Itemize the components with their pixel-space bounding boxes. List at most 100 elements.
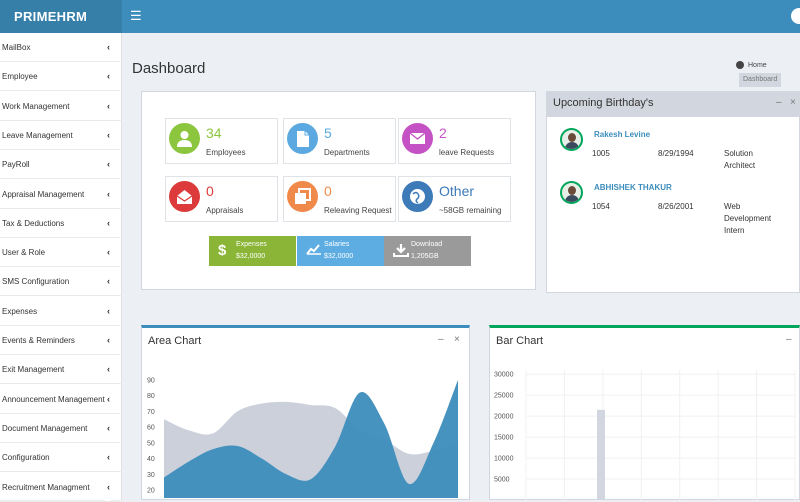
birthday-header: Upcoming Birthday's – ×	[547, 92, 799, 117]
stats-panel: 34 Employees 5 Departments 2 leave Requests 0 A…	[141, 91, 536, 290]
role-line: Intern	[724, 226, 745, 235]
stat-label: ~58GB remaining	[439, 206, 502, 215]
stat-card[interactable]: Other ~58GB remaining	[398, 176, 511, 222]
sidebar-item[interactable]: Recruitment Managment ‹	[0, 472, 122, 502]
chevron-left-icon: ‹	[105, 413, 110, 442]
sidebar-item[interactable]: Configuration ‹	[0, 443, 122, 473]
person-id: 1005	[592, 149, 610, 158]
sidebar-item[interactable]: Exit Management ‹	[0, 355, 122, 385]
chevron-left-icon: ‹	[105, 33, 110, 61]
birthday-title: Upcoming Birthday's	[553, 97, 654, 109]
avatar	[560, 128, 583, 151]
summary-title: Salaries	[324, 241, 350, 248]
stat-card[interactable]: 2 leave Requests	[398, 118, 511, 164]
sidebar-item-label: Leave Management	[2, 130, 73, 140]
area-chart: 90 80 70 60 50 40 30 20	[147, 377, 458, 498]
chevron-left-icon: ‹	[105, 267, 110, 296]
y-tick-label: 10000	[494, 456, 514, 463]
role-line: Solution	[724, 149, 753, 158]
y-tick-label: 40	[147, 456, 155, 463]
summary-expenses-button[interactable]: $ Expenses $32,0000	[209, 236, 296, 266]
chevron-left-icon: ‹	[105, 355, 110, 384]
area-chart-title: Area Chart	[148, 335, 202, 347]
user-icon	[169, 123, 200, 154]
bar-chart-panel: Bar Chart – 30000 25000 20000 15000 10000 500…	[489, 325, 800, 500]
summary-value: $32,0000	[324, 253, 354, 260]
sidebar-item-label: Events & Reminders	[2, 336, 75, 345]
summary-title: Expenses	[236, 241, 267, 248]
chevron-left-icon: ‹	[105, 179, 110, 208]
sidebar-item[interactable]: Leave Management ‹	[0, 120, 122, 150]
role-line: Web	[724, 202, 741, 211]
sidebar-item[interactable]: Employee ‹	[0, 62, 122, 92]
breadcrumb-home[interactable]: Home	[748, 62, 767, 69]
user-menu-icon[interactable]	[791, 8, 800, 24]
sidebar-item[interactable]: Events & Reminders ‹	[0, 326, 122, 355]
chevron-left-icon: ‹	[105, 443, 110, 472]
minimize-icon[interactable]: –	[786, 334, 792, 345]
avatar-body	[565, 142, 579, 149]
sidebar-item[interactable]: Document Management ‹	[0, 413, 122, 443]
stat-label: leave Requests	[439, 148, 495, 157]
close-icon[interactable]: ×	[454, 334, 460, 345]
person-name[interactable]: ABHISHEK THAKUR	[594, 183, 672, 192]
sidebar-item-label: Configuration	[2, 453, 50, 463]
avatar-face	[568, 186, 576, 195]
sidebar-item[interactable]: Work Management ‹	[0, 91, 122, 121]
y-tick-label: 30	[147, 472, 155, 479]
sidebar-item-label: SMS Configuration	[2, 277, 70, 287]
y-tick-label: 20000	[494, 414, 514, 421]
sidebar: MailBox ‹ Employee ‹ Work Management ‹ Leave M…	[0, 33, 122, 502]
chevron-left-icon: ‹	[105, 62, 110, 91]
sidebar-item[interactable]: Appraisal Management ‹	[0, 179, 122, 209]
minimize-icon[interactable]: –	[438, 334, 444, 345]
y-tick-label: 70	[147, 409, 155, 416]
summary-value: 1,205GB	[411, 253, 439, 260]
stat-label: Releaving Request	[324, 206, 392, 215]
hamburger-icon[interactable]: ☰	[130, 8, 142, 23]
sidebar-item[interactable]: Announcement Management ‹	[0, 384, 122, 414]
y-tick-label: 60	[147, 425, 155, 432]
person-name[interactable]: Rakesh Levine	[594, 130, 651, 139]
summary-download-button[interactable]: Download 1,205GB	[384, 236, 471, 266]
area-chart-panel: Area Chart – × 90 80 70 60 50 40 30 20	[141, 325, 470, 500]
chevron-left-icon: ‹	[105, 326, 110, 354]
sidebar-item-label: Recruitment Managment	[2, 482, 90, 492]
stat-card[interactable]: 0 Releaving Request	[283, 176, 396, 222]
person-role: Web Development Intern	[724, 201, 771, 237]
sidebar-item-label: Document Management	[2, 423, 88, 433]
minimize-icon[interactable]: –	[776, 97, 782, 108]
breadcrumb: Home Dashboard	[736, 59, 800, 87]
sidebar-item[interactable]: SMS Configuration ‹	[0, 267, 122, 297]
sidebar-item[interactable]: Tax & Deductions ‹	[0, 208, 122, 238]
avatar-face	[568, 133, 576, 142]
person-birthdate: 8/29/1994	[658, 149, 694, 158]
copy-icon	[287, 181, 318, 212]
sidebar-item-label: User & Role	[2, 248, 46, 258]
sidebar-item-label: Exit Management	[2, 365, 65, 375]
y-tick-label: 80	[147, 393, 155, 400]
sidebar-item[interactable]: MailBox ‹	[0, 33, 122, 62]
sidebar-item-label: Expenses	[2, 306, 38, 316]
sidebar-item[interactable]: Expenses ‹	[0, 296, 122, 326]
summary-salaries-button[interactable]: Salaries $32,0000	[297, 236, 384, 266]
sidebar-item-label: Appraisal Management	[2, 189, 85, 199]
chart-line-icon	[306, 243, 322, 258]
document-icon	[287, 123, 318, 154]
person-id: 1054	[592, 202, 610, 211]
stat-value: 2	[439, 125, 447, 141]
chevron-left-icon: ‹	[105, 208, 110, 237]
stat-card[interactable]: 5 Departments	[283, 118, 396, 164]
close-icon[interactable]: ×	[790, 97, 796, 108]
person-role: Solution Architect	[724, 148, 755, 172]
bar-chart: 30000 25000 20000 15000 10000 5000	[494, 370, 796, 500]
breadcrumb-current: Dashboard	[739, 73, 782, 87]
brand-logo[interactable]: PRIMEHRM	[0, 0, 122, 33]
stat-card[interactable]: 34 Employees	[165, 118, 278, 164]
stat-value: Other	[439, 183, 475, 199]
sidebar-item[interactable]: User & Role ‹	[0, 238, 122, 268]
stat-value: 0	[206, 183, 214, 199]
sidebar-item[interactable]: PayRoll ‹	[0, 150, 122, 180]
stat-card[interactable]: 0 Appraisals	[165, 176, 278, 222]
stat-label: Departments	[324, 148, 370, 157]
